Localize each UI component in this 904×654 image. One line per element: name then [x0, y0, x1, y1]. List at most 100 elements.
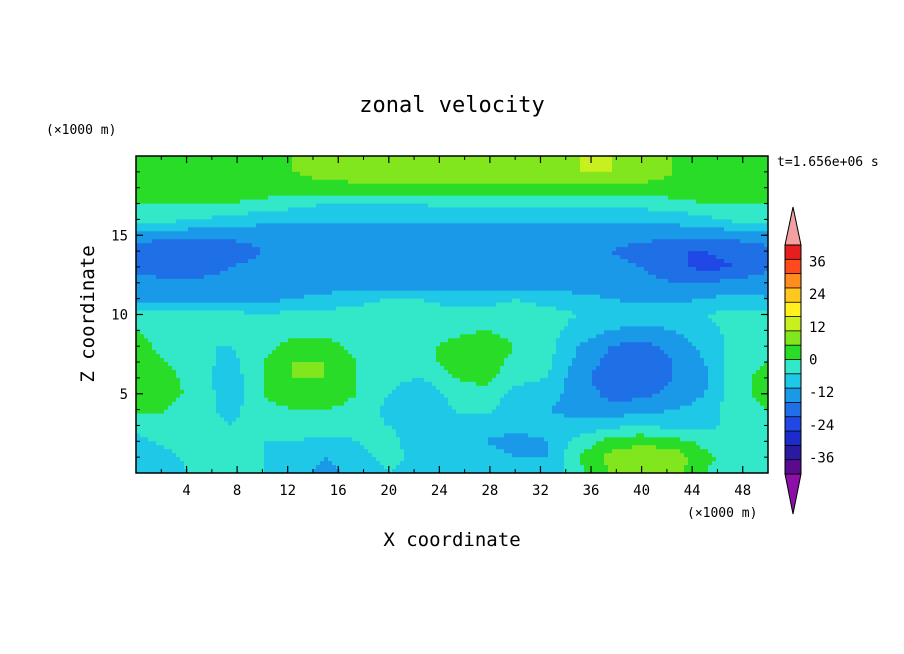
heatmap-cell — [256, 227, 261, 232]
heatmap-cell — [420, 187, 425, 193]
heatmap-cell — [436, 203, 441, 209]
heatmap-cell — [152, 156, 157, 161]
heatmap-cell — [464, 223, 469, 228]
heatmap-cell — [716, 203, 721, 209]
heatmap-cell — [492, 175, 497, 181]
heatmap-cell — [548, 227, 553, 232]
heatmap-cell — [388, 167, 393, 173]
heatmap-cell — [448, 215, 453, 220]
heatmap-cell — [136, 231, 141, 236]
heatmap-cell — [228, 274, 233, 280]
heatmap-cell — [236, 235, 241, 240]
heatmap-cell — [220, 163, 225, 169]
heatmap-cell — [204, 270, 209, 276]
heatmap-cell — [240, 247, 245, 252]
heatmap-cell — [664, 171, 669, 177]
heatmap-cell — [372, 247, 377, 252]
heatmap-cell — [448, 278, 453, 284]
heatmap-cell — [456, 235, 461, 240]
heatmap-cell — [608, 175, 613, 181]
heatmap-cell — [184, 175, 189, 181]
heatmap-cell — [136, 187, 141, 193]
heatmap-cell — [520, 270, 525, 276]
heatmap-cell — [620, 243, 625, 248]
heatmap-cell — [576, 195, 581, 201]
heatmap-cell — [180, 219, 185, 224]
heatmap-cell — [432, 219, 437, 224]
heatmap-cell — [220, 183, 225, 189]
heatmap-cell — [468, 163, 473, 169]
heatmap-cell — [664, 270, 669, 276]
heatmap-cell — [148, 270, 153, 276]
heatmap-cell — [732, 203, 737, 209]
heatmap-cell — [180, 191, 185, 197]
heatmap-cell — [424, 278, 429, 284]
heatmap-cell — [464, 231, 469, 236]
heatmap-cell — [556, 223, 561, 228]
heatmap-cell — [304, 159, 309, 165]
heatmap-cell — [452, 219, 457, 224]
heatmap-cell — [656, 159, 661, 165]
heatmap-cell — [440, 243, 445, 248]
heatmap-cell — [388, 171, 393, 177]
heatmap-cell — [720, 175, 725, 181]
heatmap-cell — [456, 259, 461, 264]
heatmap-cell — [540, 167, 545, 173]
heatmap-cell — [384, 175, 389, 181]
heatmap-cell — [572, 171, 577, 177]
heatmap-cell — [388, 156, 393, 161]
heatmap-cell — [564, 187, 569, 193]
heatmap-cell — [584, 251, 589, 256]
heatmap-cell — [400, 179, 405, 185]
heatmap-cell — [416, 274, 421, 280]
heatmap-cell — [208, 231, 213, 236]
heatmap-cell — [732, 183, 737, 189]
heatmap-cell — [732, 167, 737, 173]
heatmap-cell — [696, 239, 701, 244]
heatmap-cell — [196, 270, 201, 276]
heatmap-cell — [732, 179, 737, 185]
heatmap-cell — [468, 211, 473, 217]
heatmap-cell — [664, 159, 669, 165]
heatmap-cell — [592, 171, 597, 177]
heatmap-cell — [344, 243, 349, 248]
heatmap-cell — [228, 227, 233, 232]
heatmap-cell — [564, 227, 569, 232]
heatmap-cell — [244, 211, 249, 217]
heatmap-cell — [664, 199, 669, 205]
heatmap-cell — [612, 211, 617, 217]
heatmap-cell — [716, 179, 721, 185]
heatmap-cell — [288, 255, 293, 260]
heatmap-cell — [512, 171, 517, 177]
heatmap-cell — [212, 247, 217, 252]
heatmap-cell — [140, 183, 145, 189]
heatmap-cell — [196, 251, 201, 256]
heatmap-cell — [148, 199, 153, 205]
heatmap-cell — [524, 227, 529, 232]
heatmap-cell — [548, 235, 553, 240]
heatmap-cell — [264, 207, 269, 213]
heatmap-cell — [404, 199, 409, 205]
heatmap-cell — [604, 274, 609, 280]
heatmap-cell — [728, 219, 733, 224]
heatmap-cell — [536, 203, 541, 209]
heatmap-cell — [560, 207, 565, 213]
heatmap-cell — [680, 156, 685, 161]
heatmap-cell — [264, 171, 269, 177]
heatmap-cell — [764, 259, 768, 264]
heatmap-cell — [428, 156, 433, 161]
heatmap-cell — [356, 203, 361, 209]
heatmap-cell — [728, 211, 733, 217]
heatmap-cell — [684, 223, 689, 228]
heatmap-cell — [160, 171, 165, 177]
heatmap-cell — [552, 266, 557, 272]
heatmap-cell — [692, 187, 697, 193]
heatmap-cell — [152, 251, 157, 256]
heatmap-cell — [288, 243, 293, 248]
heatmap-cell — [656, 215, 661, 220]
heatmap-cell — [528, 255, 533, 260]
heatmap-cell — [252, 163, 257, 169]
heatmap-cell — [144, 274, 149, 280]
heatmap-cell — [444, 199, 449, 205]
